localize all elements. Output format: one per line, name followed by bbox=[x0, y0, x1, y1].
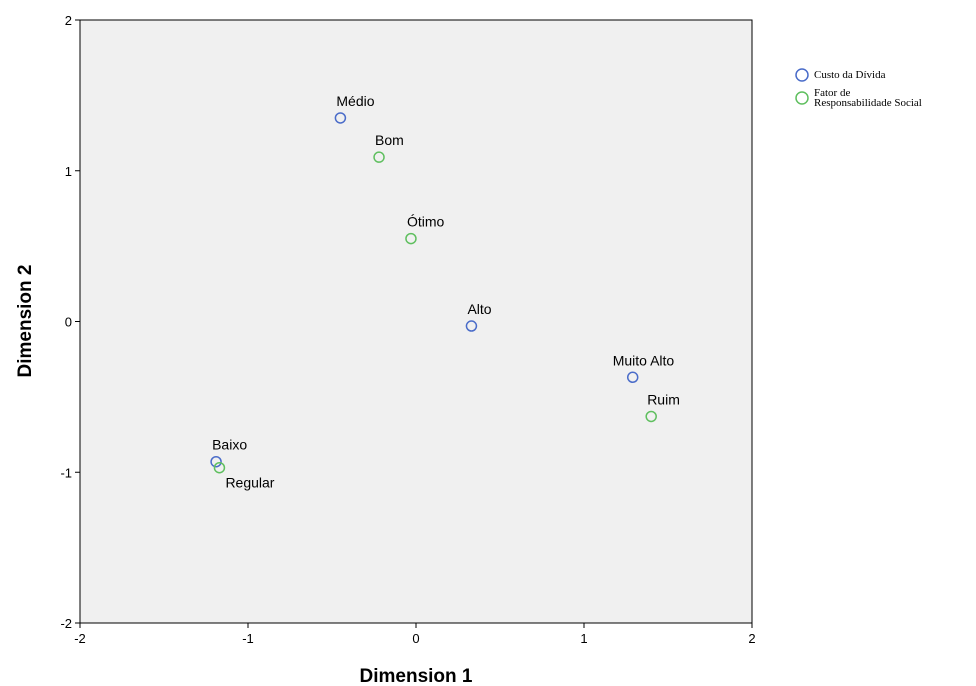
data-point-marker bbox=[626, 371, 639, 384]
plot-area bbox=[79, 19, 753, 624]
data-point-label: Ruim bbox=[647, 391, 680, 407]
x-axis-title: Dimension 1 bbox=[360, 666, 473, 686]
data-point-label: Baixo bbox=[212, 437, 247, 453]
y-tick-label: 2 bbox=[65, 13, 72, 28]
x-tick-label: 1 bbox=[580, 631, 587, 646]
legend-marker bbox=[795, 91, 809, 105]
y-tick-label: 0 bbox=[65, 315, 72, 330]
data-point-marker bbox=[645, 410, 657, 423]
x-tick-label: -2 bbox=[74, 631, 86, 646]
legend-label: Fator de bbox=[814, 87, 850, 99]
data-point-label: Alto bbox=[467, 301, 491, 317]
data-point-marker bbox=[465, 320, 478, 332]
data-point-marker bbox=[213, 461, 226, 474]
x-axis: -2 -1 0 1 2 bbox=[74, 623, 756, 646]
data-point-label: Regular bbox=[225, 475, 274, 491]
y-tick-label: -2 bbox=[60, 616, 72, 631]
data-point-label: Bom bbox=[375, 132, 404, 148]
data-point-marker bbox=[210, 455, 222, 468]
legend-marker bbox=[795, 68, 809, 82]
data-point-label: Médio bbox=[336, 93, 374, 109]
data-point-marker bbox=[373, 151, 385, 163]
legend: Custo da Dívida Fator deResponsabilidade … bbox=[795, 68, 922, 109]
y-tick-label: 1 bbox=[65, 164, 72, 179]
y-axis-title: Dimension 2 bbox=[15, 265, 36, 378]
data-point-marker bbox=[405, 232, 417, 245]
y-axis: -2 -1 0 1 2 bbox=[60, 13, 80, 631]
data-point-label: Ótimo bbox=[407, 214, 445, 230]
data-points: Médio Alto Muito Alto Baixo Bom Ótimo Ruim Regu… bbox=[210, 93, 680, 491]
x-tick-label: -1 bbox=[242, 631, 254, 646]
data-point-label: Muito Alto bbox=[613, 352, 675, 368]
x-tick-label: 0 bbox=[412, 631, 419, 646]
data-point-marker bbox=[334, 112, 347, 124]
x-tick-label: 2 bbox=[748, 631, 755, 646]
y-tick-label: -1 bbox=[60, 465, 72, 480]
legend-label: Custo da Dívida bbox=[814, 69, 886, 81]
legend-label: Responsabilidade Social bbox=[814, 97, 922, 109]
